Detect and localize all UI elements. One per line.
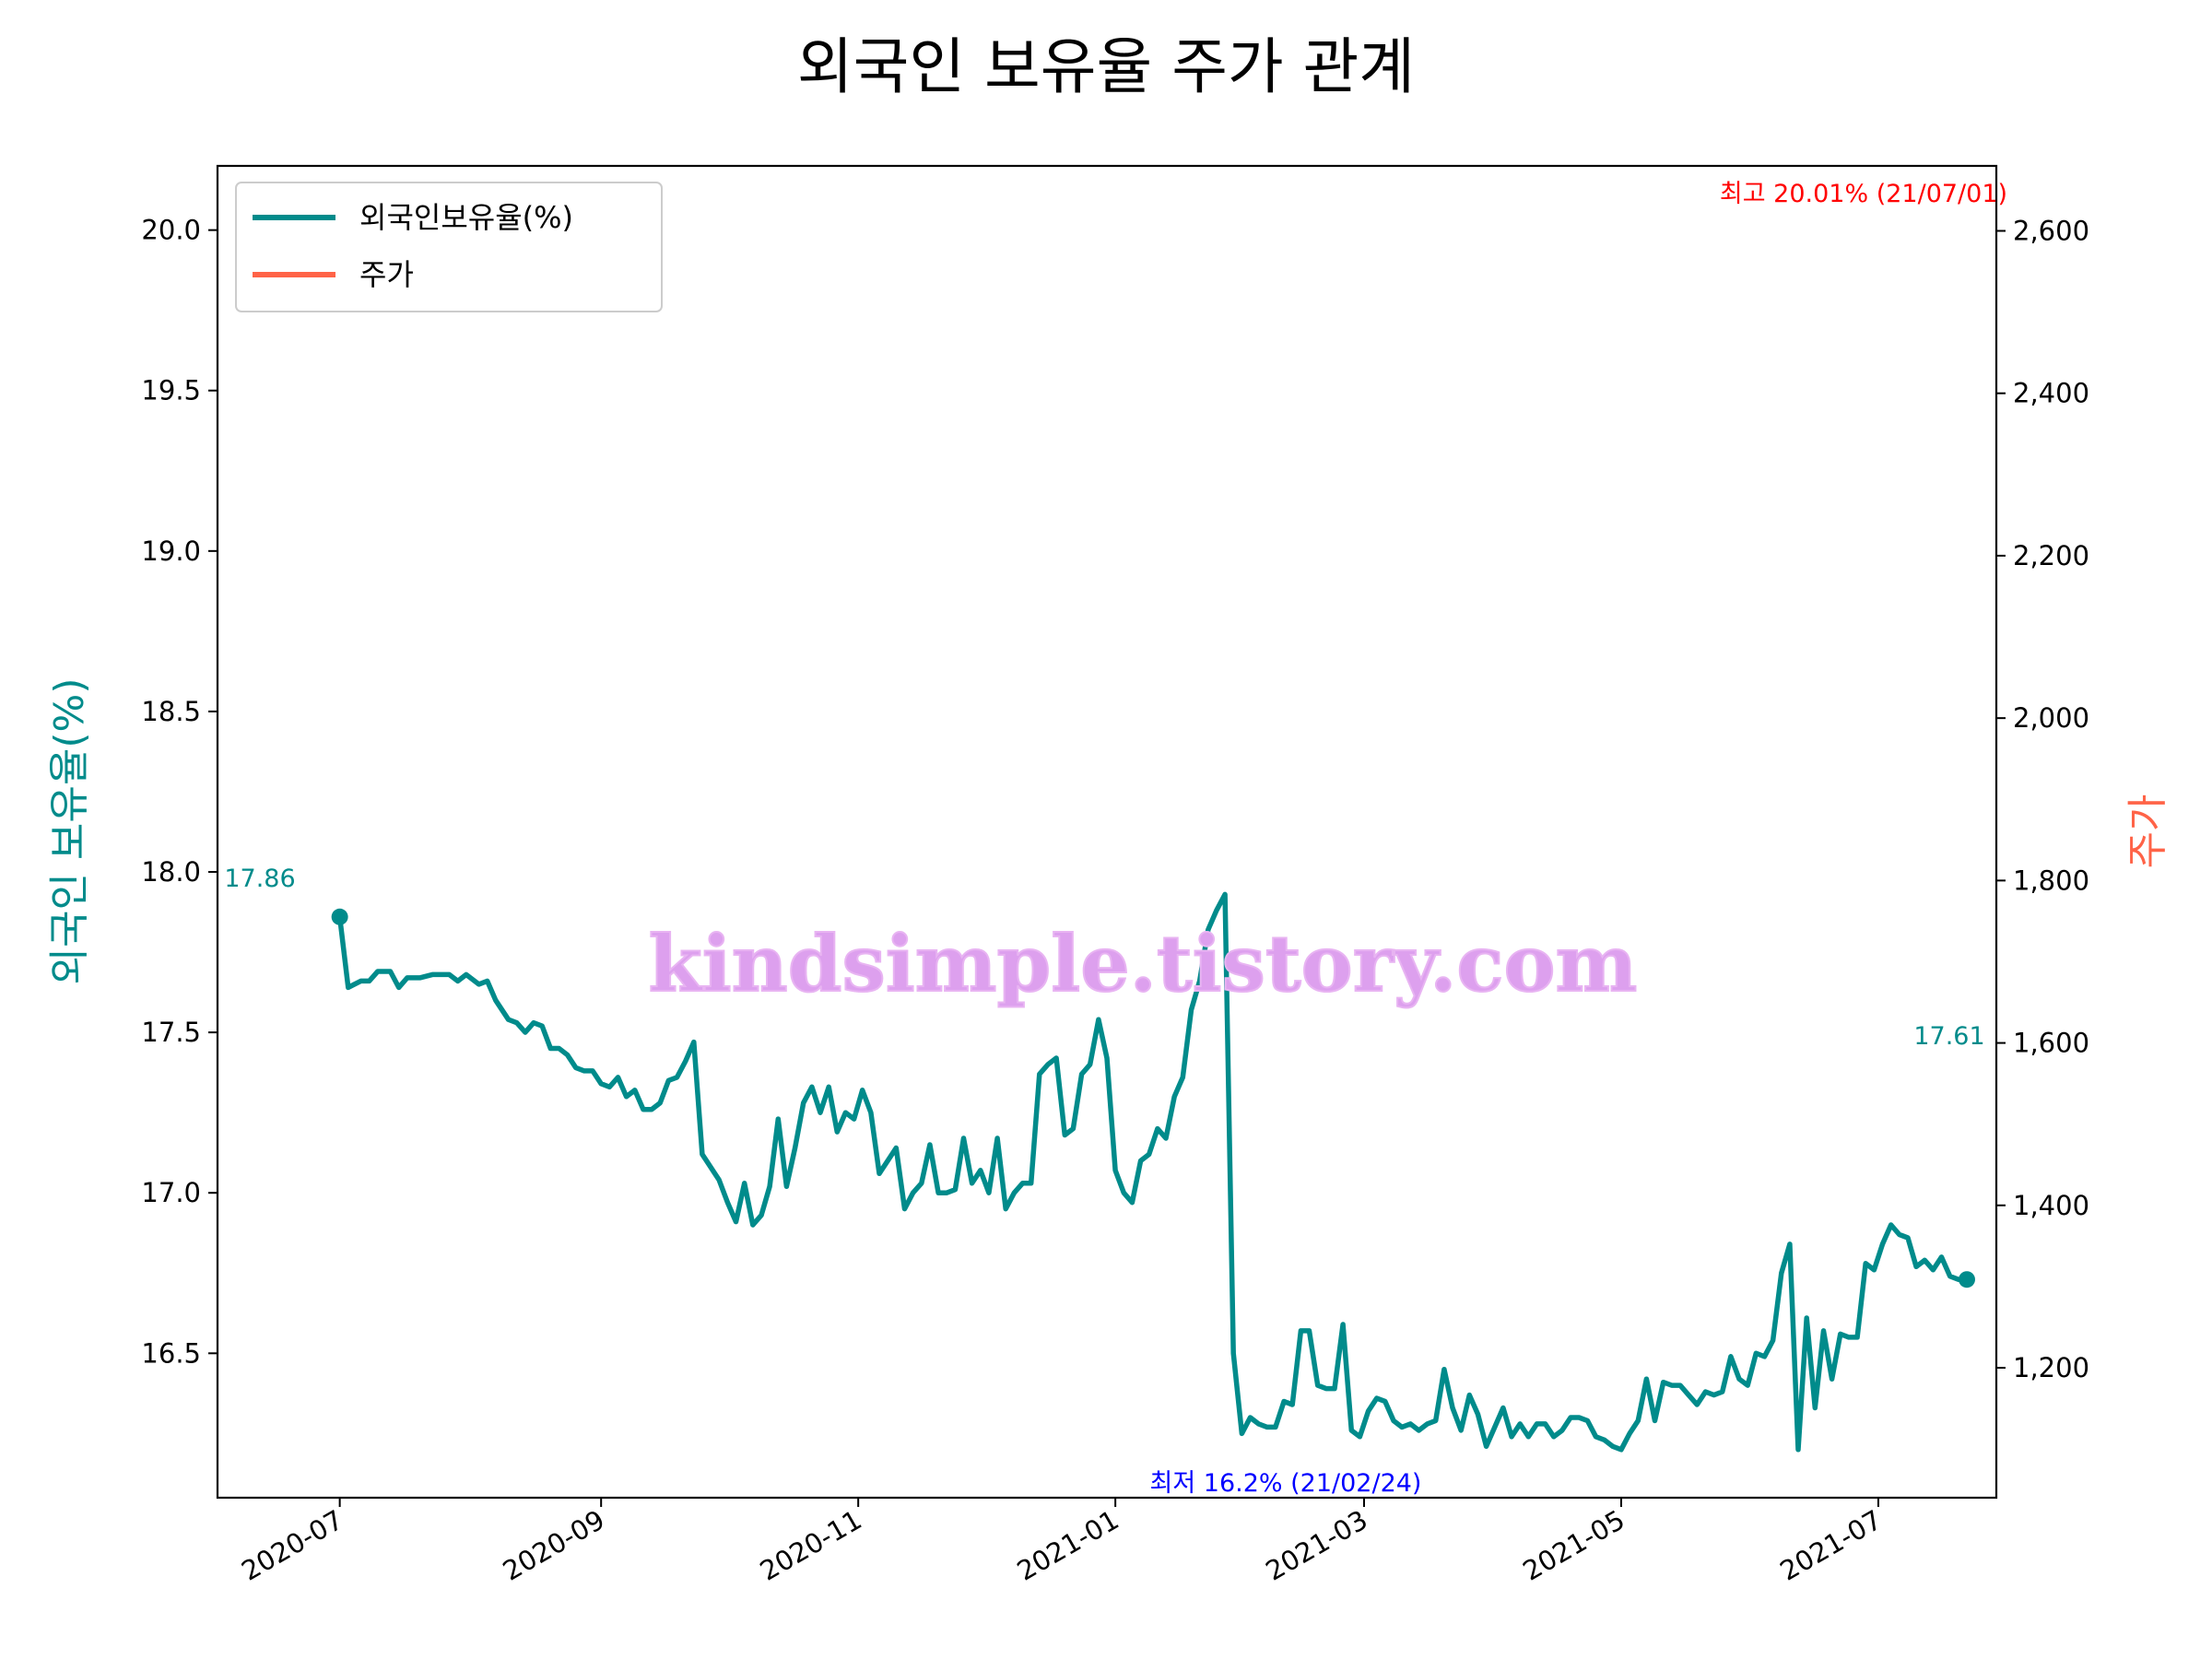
chart-title: 외국인 보유율 주가 관계 — [797, 31, 1415, 102]
x-tick-label-4: 2021-03 — [1261, 1504, 1373, 1587]
x-tick-label-5: 2021-05 — [1518, 1504, 1630, 1587]
y-right-tick-label-3: 1,800 — [2013, 865, 2089, 896]
y-right-tick-label-6: 2,400 — [2013, 378, 2089, 409]
start-value-label: 17.86 — [224, 865, 295, 893]
min-annotation: 최저 16.2% (21/02/24) — [1150, 1469, 1422, 1498]
x-tick-label-2: 2020-11 — [755, 1504, 867, 1587]
y-left-tick-label-4: 18.5 — [141, 696, 201, 727]
y-left-tick-label-5: 19.0 — [141, 535, 201, 567]
y-left-tick-label-2: 17.5 — [141, 1017, 201, 1048]
y-left-tick-label-7: 20.0 — [141, 215, 201, 246]
watermark-text: kindsimple.tistory.com — [649, 918, 1638, 1009]
y-right-tick-label-4: 2,000 — [2013, 702, 2089, 734]
x-tick-label-0: 2020-07 — [236, 1504, 348, 1587]
x-tick-label-6: 2021-07 — [1775, 1504, 1888, 1587]
end-point-marker — [1958, 1271, 1975, 1288]
series-line-foreign-ratio — [336, 891, 1970, 1453]
y-right-tick-label-0: 1,200 — [2013, 1352, 2089, 1383]
y-left-tick-label-3: 18.0 — [141, 856, 201, 888]
plot-frame — [216, 164, 1998, 1500]
legend-box — [235, 182, 663, 312]
y-right-tick-label-2: 1,600 — [2013, 1028, 2089, 1059]
end-value-label: 17.61 — [1913, 1022, 1984, 1051]
legend-label-foreign-ratio: 외국인보유율(%) — [359, 200, 573, 235]
legend-label-price: 주가 — [359, 257, 414, 292]
y-axis-right-label: 주가 — [2124, 794, 2171, 869]
x-tick-label-3: 2021-01 — [1012, 1504, 1124, 1587]
y-right-tick-label-7: 2,600 — [2013, 215, 2089, 246]
y-axis-left-label: 외국인 보유율(%) — [46, 677, 93, 984]
legend: 외국인보유율(%) 주가 — [235, 182, 663, 312]
start-point-marker — [331, 908, 348, 925]
y-left-tick-label-0: 16.5 — [141, 1337, 201, 1369]
series-markers — [331, 908, 1975, 1288]
y-right-tick-label-5: 2,200 — [2013, 540, 2089, 571]
y-left-tick-label-6: 19.5 — [141, 375, 201, 406]
y-left-tick-label-1: 17.0 — [141, 1177, 201, 1208]
max-annotation: 최고 20.01% (21/07/01) — [1720, 180, 2007, 208]
y-right-tick-label-1: 1,400 — [2013, 1190, 2089, 1221]
x-tick-label-1: 2020-09 — [498, 1504, 610, 1587]
series-lines — [336, 891, 1970, 1453]
